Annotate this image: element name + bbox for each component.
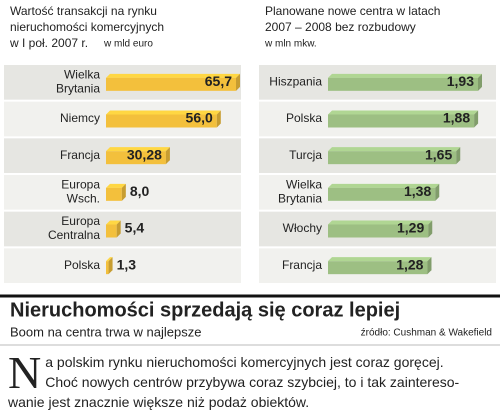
headline: Nieruchomości sprzedają się coraz lepiej <box>10 299 400 321</box>
category-label: Europa Wsch. <box>61 178 100 206</box>
value-label: 65,7 <box>205 73 232 89</box>
bar-top <box>328 257 432 262</box>
bar <box>328 220 433 238</box>
bar-side <box>216 110 221 128</box>
row-background <box>4 211 241 247</box>
bar <box>328 257 432 275</box>
bar-side <box>236 73 240 91</box>
chart: Nieruchomości sprzedają się coraz lepiej… <box>0 4 500 346</box>
body-line: Choć nowych centrów przybywa coraz szybc… <box>45 374 460 390</box>
value-label: 1,88 <box>443 110 470 126</box>
bar-front <box>328 187 436 201</box>
bar-top <box>106 147 170 152</box>
bar-front <box>328 224 429 238</box>
bar-side <box>428 220 433 238</box>
unit-label: w mld euro <box>103 39 153 50</box>
category-label: Włochy <box>283 221 322 235</box>
category-label: Francja <box>282 258 322 272</box>
bar-front <box>328 151 457 165</box>
bar-side <box>121 183 126 201</box>
bar-side <box>478 73 482 91</box>
bar-top <box>106 73 240 78</box>
bar-top <box>328 147 461 152</box>
bar-top <box>328 73 482 78</box>
bar-side <box>116 220 121 238</box>
bar-side <box>165 147 170 165</box>
bar <box>106 220 121 238</box>
value-label: 1,65 <box>425 146 452 162</box>
value-label: 8,0 <box>130 183 150 199</box>
row-background <box>4 248 241 283</box>
bar-front <box>106 187 122 201</box>
bar-side <box>108 257 113 275</box>
source: źródło: Cushman & Wakefield <box>361 328 492 339</box>
bar-front <box>106 151 166 165</box>
category-label: Europa Centralna <box>48 214 100 242</box>
body-line: wanie jest znacznie większe niż podaż ob… <box>8 394 310 410</box>
value-label: 1,93 <box>447 73 474 89</box>
bar-top <box>328 183 440 188</box>
bar-front <box>106 224 117 238</box>
chart-title: nieruchomości komercyjnych <box>10 20 164 34</box>
chart-title: Planowane nowe centra w latach <box>265 4 440 18</box>
value-label: 30,28 <box>127 146 162 162</box>
chart-title: Wartość transakcji na rynku <box>10 4 157 18</box>
bar <box>106 257 113 275</box>
bar-top <box>328 110 479 115</box>
bar <box>106 110 221 128</box>
bar-side <box>456 147 461 165</box>
bar-front <box>328 77 478 91</box>
category-label: Polska <box>64 258 100 272</box>
bar-front <box>328 261 428 275</box>
category-label: Hiszpania <box>269 75 322 89</box>
bar <box>328 110 479 128</box>
chart-title: 2007 – 2008 bez rozbudowy <box>265 20 416 34</box>
value-label: 5,4 <box>125 220 145 236</box>
bar <box>328 183 440 201</box>
value-label: 1,3 <box>117 256 137 272</box>
category-label: Francja <box>60 148 100 162</box>
value-label: 1,29 <box>397 220 424 236</box>
body-line: Na polskim rynku nieruchomości komercyjn… <box>8 347 444 398</box>
category-label: Polska <box>286 111 322 125</box>
bar-front <box>328 114 475 128</box>
bar <box>328 147 461 165</box>
chart-title: w I poł. 2007 r. <box>9 36 88 50</box>
category-label: Wielka Brytania <box>278 178 322 206</box>
subtitle: Boom na centra trwa w najlepsze <box>10 324 201 339</box>
bar-side <box>427 257 432 275</box>
bar-side <box>474 110 479 128</box>
category-label: Niemcy <box>60 111 100 125</box>
value-label: 1,38 <box>404 183 431 199</box>
body-text: Na polskim rynku nieruchomości komercyjn… <box>8 347 496 412</box>
bar-side <box>435 183 440 201</box>
category-label: Turcja <box>289 148 322 162</box>
bar <box>106 147 170 165</box>
bar <box>106 73 240 91</box>
value-label: 1,28 <box>396 256 423 272</box>
bar-top <box>106 110 221 115</box>
category-label: Wielka Brytania <box>56 68 100 96</box>
bar-front <box>106 261 109 275</box>
bar-top <box>106 220 121 225</box>
value-label: 56,0 <box>186 110 213 126</box>
bar-front <box>106 114 217 128</box>
bar <box>328 73 482 91</box>
bar-top <box>328 220 433 225</box>
bar-top <box>106 257 113 262</box>
bar-top <box>106 183 126 188</box>
bar-front <box>106 77 236 91</box>
unit-label: w mln mkw. <box>264 39 317 50</box>
bar <box>106 183 126 201</box>
